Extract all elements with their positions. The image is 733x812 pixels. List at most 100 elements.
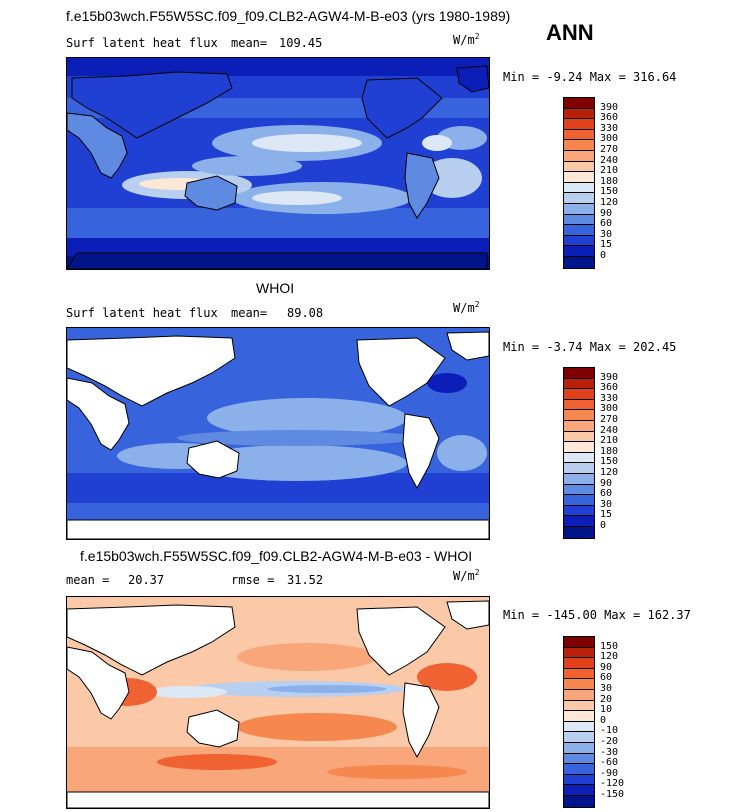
- colorbar-tick-label: 360: [600, 112, 619, 124]
- colorbar-swatch: [564, 119, 594, 130]
- colorbar-tick-label: 330: [600, 392, 619, 404]
- panel3-rmse-label: rmse =: [231, 573, 275, 587]
- colorbar-swatch: [564, 108, 594, 120]
- colorbar-swatch: [564, 161, 594, 173]
- panel1-mean-value: 109.45: [279, 36, 323, 50]
- colorbar-tick-label: 30: [600, 228, 613, 240]
- colorbar-tick-label: -60: [600, 757, 619, 769]
- panel2-unit: W/m2: [453, 300, 480, 315]
- colorbar-swatch: [564, 378, 594, 390]
- panel2-mean-label: mean=: [231, 306, 268, 320]
- colorbar-tick-label: -30: [600, 746, 619, 758]
- colorbar-swatch: [564, 764, 594, 775]
- panel1-map: [66, 57, 490, 270]
- colorbar-tick-label: 360: [600, 382, 619, 394]
- colorbar-swatch: [564, 256, 594, 268]
- panel2-colorbar: [563, 367, 595, 539]
- colorbar-tick-label: 60: [600, 488, 613, 500]
- colorbar-tick-label: -10: [600, 725, 619, 737]
- colorbar-tick-label: 180: [600, 175, 619, 187]
- panel1-minmax: Min = -9.24 Max = 316.64: [503, 70, 677, 84]
- colorbar-tick-label: 90: [600, 207, 613, 219]
- colorbar-tick-label: 300: [600, 403, 619, 415]
- colorbar-swatch: [564, 203, 594, 215]
- colorbar-tick-label: 330: [600, 122, 619, 134]
- colorbar-tick-label: 150: [600, 456, 619, 468]
- colorbar-swatch: [564, 647, 594, 659]
- panel2-title: WHOI: [256, 280, 295, 296]
- colorbar-swatch: [564, 410, 594, 421]
- colorbar-swatch: [564, 452, 594, 464]
- colorbar-tick-label: 300: [600, 133, 619, 145]
- colorbar-tick-label: 60: [600, 672, 613, 684]
- colorbar-swatch: [564, 193, 594, 204]
- colorbar-swatch: [564, 150, 594, 162]
- panel1-mean-label: mean=: [231, 36, 268, 50]
- colorbar-tick-label: 240: [600, 424, 619, 436]
- colorbar-swatch: [564, 399, 594, 411]
- colorbar-tick-label: 180: [600, 445, 619, 457]
- colorbar-swatch: [564, 753, 594, 765]
- colorbar-tick-label: -90: [600, 767, 619, 779]
- colorbar-tick-label: 0: [600, 250, 607, 261]
- colorbar-tick-label: 60: [600, 218, 613, 230]
- colorbar-tick-label: -120: [600, 778, 625, 790]
- colorbar-swatch: [564, 235, 594, 247]
- colorbar-tick-label: 30: [600, 498, 613, 510]
- colorbar-swatch: [564, 732, 594, 743]
- colorbar-swatch: [564, 246, 594, 257]
- colorbar-swatch: [564, 700, 594, 712]
- colorbar-tick-label: 270: [600, 414, 619, 425]
- panel3-colorbar: [563, 636, 595, 808]
- colorbar-swatch: [564, 473, 594, 485]
- colorbar-swatch: [564, 785, 594, 796]
- panel1-field-label: Surf latent heat flux: [66, 36, 218, 50]
- colorbar-tick-label: -150: [600, 789, 625, 800]
- colorbar-tick-label: 390: [600, 371, 619, 383]
- colorbar-tick-label: 240: [600, 154, 619, 166]
- colorbar-swatch: [564, 742, 594, 754]
- colorbar-tick-label: 120: [600, 467, 619, 478]
- colorbar-tick-label: 20: [600, 693, 613, 705]
- colorbar-tick-label: 210: [600, 435, 619, 447]
- panel3-minmax: Min = -145.00 Max = 162.37: [503, 608, 691, 622]
- colorbar-swatch: [564, 495, 594, 506]
- season-label: ANN: [546, 20, 594, 45]
- colorbar-swatch: [564, 658, 594, 669]
- colorbar-tick-label: 150: [600, 186, 619, 198]
- colorbar-swatch: [564, 795, 594, 807]
- colorbar-tick-label: 210: [600, 165, 619, 177]
- colorbar-tick-label: -20: [600, 736, 619, 747]
- colorbar-swatch: [564, 463, 594, 474]
- colorbar-swatch: [564, 442, 594, 453]
- colorbar-tick-label: 0: [600, 520, 607, 531]
- figure-title: f.e15b03wch.F55W5SC.f09_f09.CLB2-AGW4-M-…: [66, 8, 511, 24]
- colorbar-tick-label: 120: [600, 197, 619, 208]
- colorbar-swatch: [564, 214, 594, 226]
- panel3-map: [66, 596, 490, 809]
- colorbar-swatch: [564, 689, 594, 701]
- panel2-mean-value: 89.08: [287, 306, 324, 320]
- panel2-minmax: Min = -3.74 Max = 202.45: [503, 340, 677, 354]
- panel3-unit: W/m2: [453, 568, 480, 583]
- panel2-field-label: Surf latent heat flux: [66, 306, 218, 320]
- colorbar-swatch: [564, 516, 594, 527]
- colorbar-tick-label: 30: [600, 683, 613, 694]
- panel3-mean-label: mean =: [66, 573, 110, 587]
- panel3-mean-value: 20.37: [128, 573, 165, 587]
- colorbar-swatch: [564, 98, 594, 109]
- colorbar-tick-label: 15: [600, 509, 613, 521]
- panel1-unit: W/m2: [453, 32, 480, 47]
- colorbar-swatch: [564, 129, 594, 141]
- colorbar-swatch: [564, 389, 594, 400]
- panel1-colorbar: [563, 97, 595, 269]
- colorbar-swatch: [564, 774, 594, 786]
- colorbar-tick-label: 150: [600, 640, 619, 652]
- colorbar-swatch: [564, 431, 594, 443]
- colorbar-tick-label: 90: [600, 477, 613, 489]
- colorbar-tick-label: 15: [600, 239, 613, 251]
- colorbar-tick-label: 90: [600, 661, 613, 673]
- colorbar-tick-label: 10: [600, 704, 613, 716]
- colorbar-swatch: [564, 182, 594, 194]
- colorbar-swatch: [564, 679, 594, 690]
